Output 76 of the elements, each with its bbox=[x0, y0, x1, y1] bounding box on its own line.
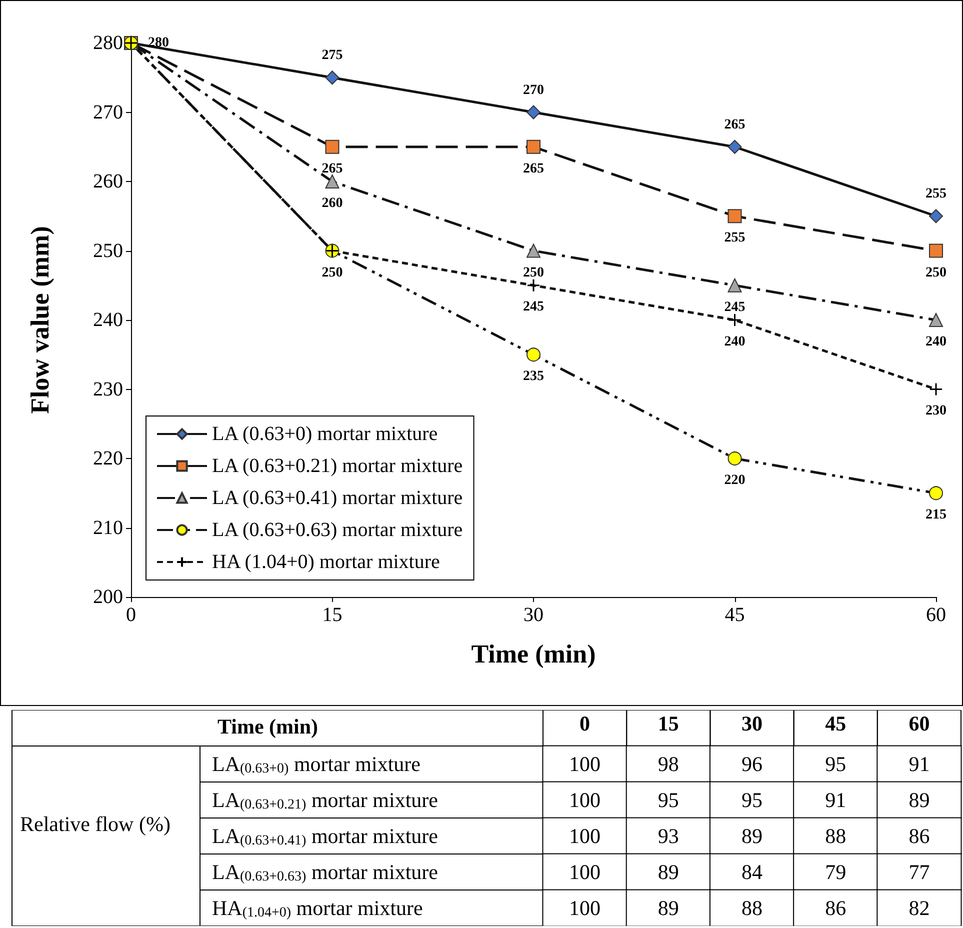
data-label: 91 bbox=[908, 752, 930, 776]
y-tick-label: 260 bbox=[93, 170, 123, 192]
data-label: 95 bbox=[658, 788, 679, 812]
data-label: 270 bbox=[523, 82, 544, 98]
data-label: 245 bbox=[724, 300, 746, 315]
y-tick-label: 230 bbox=[93, 378, 123, 400]
y-tick-label: 240 bbox=[93, 309, 123, 331]
data-label: 86 bbox=[908, 824, 930, 848]
data-label: 89 bbox=[908, 788, 930, 812]
data-label: 100 bbox=[569, 788, 601, 812]
data-label: 95 bbox=[825, 752, 846, 776]
y-tick-label: 210 bbox=[93, 516, 123, 539]
y-tick-label: LA(0.63+0.41) mortar mixture bbox=[212, 824, 438, 848]
y-axis-title: Relative flow (%) bbox=[20, 812, 170, 836]
legend-label: LA (0.63+0) mortar mixture bbox=[212, 423, 438, 445]
data-label: 100 bbox=[569, 824, 601, 848]
legend-label: LA (0.63+0.21) mortar mixture bbox=[212, 455, 463, 477]
data-label: 255 bbox=[724, 230, 746, 246]
x-axis-title: Time (min) bbox=[471, 640, 596, 668]
data-label: 235 bbox=[523, 369, 544, 384]
data-label: 100 bbox=[569, 860, 601, 884]
data-label: 240 bbox=[926, 334, 946, 350]
data-label: 79 bbox=[825, 860, 846, 884]
y-tick-label: LA(0.63+0.21) mortar mixture bbox=[212, 788, 438, 812]
data-label: 84 bbox=[742, 860, 763, 884]
data-label: 89 bbox=[742, 824, 762, 848]
data-label: 230 bbox=[926, 404, 946, 418]
x-tick-label: 30 bbox=[742, 712, 762, 736]
data-label: 98 bbox=[658, 752, 679, 776]
data-label: 215 bbox=[926, 508, 946, 523]
data-label: 86 bbox=[825, 896, 846, 920]
data-label: 250 bbox=[926, 265, 946, 280]
x-tick-label: 30 bbox=[524, 604, 544, 626]
y-tick-label: 270 bbox=[93, 101, 123, 124]
data-label: 240 bbox=[724, 334, 746, 350]
data-label: 265 bbox=[523, 161, 544, 176]
x-tick-label: 45 bbox=[724, 604, 745, 626]
y-tick-label: HA(1.04+0) mortar mixture bbox=[212, 896, 423, 920]
data-label: 255 bbox=[926, 186, 946, 202]
data-label: 77 bbox=[908, 860, 930, 884]
x-tick-label: 0 bbox=[580, 712, 590, 736]
x-tick-label: 60 bbox=[908, 712, 930, 736]
data-label: 100 bbox=[569, 752, 601, 776]
data-label: 91 bbox=[825, 788, 846, 812]
y-tick-label: 280 bbox=[93, 32, 123, 54]
data-label: 100 bbox=[569, 896, 601, 920]
data-label: 220 bbox=[724, 473, 746, 488]
data-label: 265 bbox=[724, 117, 746, 132]
y-tick-label: LA(0.63+0.63) mortar mixture bbox=[212, 860, 438, 884]
data-label: 89 bbox=[658, 860, 679, 884]
data-label: 89 bbox=[658, 896, 679, 920]
y-tick-label: 250 bbox=[93, 240, 123, 262]
y-tick-label: LA(0.63+0) mortar mixture bbox=[212, 752, 421, 776]
data-label: 96 bbox=[742, 752, 762, 776]
data-label: 280 bbox=[148, 36, 169, 50]
y-tick-label: 220 bbox=[93, 448, 123, 470]
data-label: 275 bbox=[322, 48, 343, 64]
x-tick-label: 45 bbox=[825, 712, 846, 736]
data-label: 250 bbox=[523, 265, 544, 280]
x-tick-label: 60 bbox=[926, 604, 946, 626]
data-label: 245 bbox=[523, 300, 544, 315]
legend-label: LA (0.63+0.63) mortar mixture bbox=[212, 519, 463, 541]
legend-label: HA (1.04+0) mortar mixture bbox=[212, 551, 440, 573]
data-label: 82 bbox=[908, 896, 930, 920]
y-axis-title: Flow value (mm) bbox=[26, 226, 54, 414]
data-label: 93 bbox=[658, 824, 679, 848]
y-tick-label: 200 bbox=[93, 586, 123, 608]
data-label: 88 bbox=[825, 824, 846, 848]
data-label: 88 bbox=[742, 896, 762, 920]
data-label: 95 bbox=[742, 788, 762, 812]
x-tick-label: 0 bbox=[126, 604, 136, 626]
x-tick-label: 15 bbox=[658, 712, 679, 736]
legend-label: LA (0.63+0.41) mortar mixture bbox=[212, 487, 463, 509]
x-axis-title: Time (min) bbox=[218, 714, 318, 738]
data-label: 265 bbox=[322, 161, 343, 176]
x-tick-label: 15 bbox=[322, 604, 342, 626]
